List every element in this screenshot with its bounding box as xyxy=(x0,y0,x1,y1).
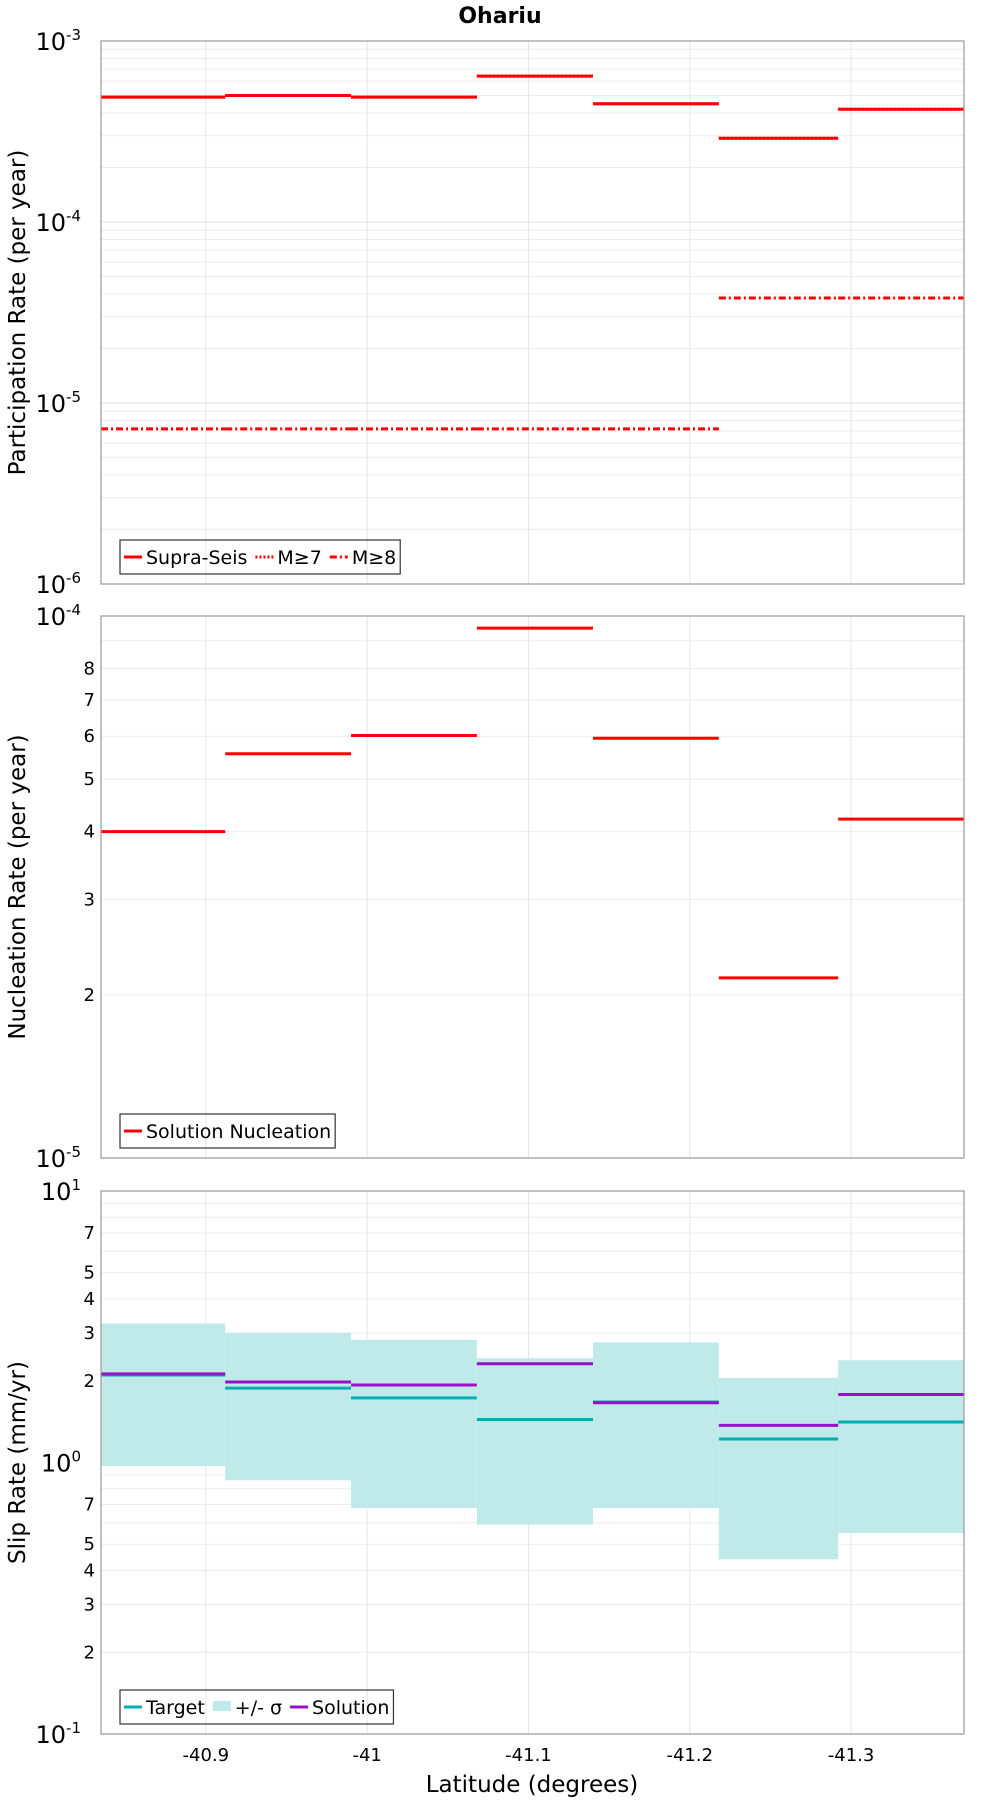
legend-item: Solution xyxy=(290,1697,389,1719)
sigma-band-segment xyxy=(476,1358,593,1525)
legend: Solution Nucleation xyxy=(119,1113,336,1149)
x-axis-title: Latitude (degrees) xyxy=(426,1772,639,1798)
y-minor-tick-label: 4 xyxy=(84,1561,95,1582)
legend-label: Target xyxy=(145,1697,205,1719)
plot-frame-3 xyxy=(100,1190,965,1735)
legend-item: +/- σ xyxy=(212,1697,282,1719)
y-tick-label: 100 xyxy=(41,1448,81,1478)
legend-swatch xyxy=(212,1701,231,1711)
x-tick-label: -41.2 xyxy=(666,1745,713,1766)
y-axis-title: Slip Rate (mm/yr) xyxy=(5,1361,31,1564)
legend: Supra-Seis M≥7 M≥8 xyxy=(119,539,401,575)
y-tick-label: 10-3 xyxy=(35,26,81,56)
y-tick-label-base: 10 xyxy=(35,390,66,418)
y-minor-tick-label: 4 xyxy=(84,822,95,843)
legend-item: Solution Nucleation xyxy=(124,1121,331,1143)
y-axis-title: Nucleation Rate (per year) xyxy=(5,734,31,1039)
y-minor-tick-label: 2 xyxy=(84,1371,95,1392)
legend-box xyxy=(119,1689,395,1725)
plot-frame-1 xyxy=(100,40,965,585)
y-minor-tick-label: 6 xyxy=(84,726,95,747)
y-minor-tick-label: 5 xyxy=(84,1534,95,1555)
x-tick-label: -41.1 xyxy=(505,1745,552,1766)
y-tick-label-exp: 0 xyxy=(71,1448,81,1466)
legend-item: M≥8 xyxy=(329,547,396,569)
y-tick-label-exp: -6 xyxy=(66,569,81,587)
x-tick-label: -40.9 xyxy=(183,1745,230,1766)
sigma-band-segment xyxy=(838,1360,964,1533)
legend: Target +/- σ Solution xyxy=(119,1689,395,1725)
legend-item: M≥7 xyxy=(255,547,322,569)
y-tick-label-base: 10 xyxy=(35,1145,66,1173)
y-minor-tick-label: 5 xyxy=(84,769,95,790)
y-tick-label: 10-6 xyxy=(35,569,81,599)
legend-box xyxy=(119,1113,336,1149)
plot-frame-2 xyxy=(100,615,965,1159)
legend-label: M≥8 xyxy=(352,547,396,569)
y-tick-label-exp: -3 xyxy=(66,26,81,44)
y-tick-label: 10-4 xyxy=(35,601,81,631)
legend-label: Solution xyxy=(312,1697,389,1719)
y-tick-label-exp: -5 xyxy=(66,388,81,406)
y-minor-tick-label: 5 xyxy=(84,1263,95,1284)
y-tick-label-base: 10 xyxy=(35,1721,66,1749)
y-tick-label-base: 10 xyxy=(41,1450,72,1478)
y-minor-tick-label: 2 xyxy=(84,1642,95,1663)
plot-area-2 xyxy=(101,616,964,1158)
y-tick-label-base: 10 xyxy=(35,209,66,237)
y-tick-label: 10-4 xyxy=(35,207,81,237)
y-minor-tick-label: 3 xyxy=(84,1323,95,1344)
y-tick-label-base: 10 xyxy=(35,603,66,631)
sigma-band-segment xyxy=(351,1339,477,1508)
legend-item: Supra-Seis xyxy=(124,547,247,569)
y-tick-label-base: 10 xyxy=(41,1178,72,1206)
x-tick-label: -41 xyxy=(352,1745,381,1766)
y-minor-tick-label: 8 xyxy=(84,659,95,680)
legend-box xyxy=(119,539,401,575)
sigma-band-segment xyxy=(718,1377,839,1560)
y-tick-label: 10-5 xyxy=(35,1143,81,1173)
y-tick-label-exp: -4 xyxy=(66,601,81,619)
y-tick-label-base: 10 xyxy=(35,28,66,56)
legend-item: Target xyxy=(124,1697,205,1719)
legend-label: Solution Nucleation xyxy=(146,1121,331,1143)
y-minor-tick-label: 7 xyxy=(84,1495,95,1516)
sigma-band-segment xyxy=(225,1332,352,1481)
y-tick-label: 101 xyxy=(41,1176,81,1206)
legend-label: M≥7 xyxy=(277,547,321,569)
sigma-band-segment xyxy=(592,1342,719,1508)
plot-area-1 xyxy=(101,41,964,584)
y-minor-tick-label: 3 xyxy=(84,889,95,910)
y-tick-label-exp: -5 xyxy=(66,1143,81,1161)
sigma-band-segment xyxy=(101,1323,226,1467)
y-minor-tick-label: 3 xyxy=(84,1594,95,1615)
y-tick-label-exp: -1 xyxy=(66,1719,81,1737)
y-tick-label-exp: -4 xyxy=(66,207,81,225)
y-axis-title: Participation Rate (per year) xyxy=(5,150,31,476)
x-tick-label: -41.3 xyxy=(828,1745,875,1766)
y-minor-tick-label: 7 xyxy=(84,690,95,711)
y-minor-tick-label: 7 xyxy=(84,1223,95,1244)
y-tick-label-exp: 1 xyxy=(71,1176,81,1194)
y-minor-tick-label: 4 xyxy=(84,1289,95,1310)
legend-label: +/- σ xyxy=(235,1697,282,1719)
y-tick-label-base: 10 xyxy=(35,571,66,599)
chart-title: Ohariu xyxy=(458,4,541,29)
y-tick-label: 10-5 xyxy=(35,388,81,418)
y-tick-label: 10-1 xyxy=(35,1719,81,1749)
legend-label: Supra-Seis xyxy=(146,547,247,569)
y-minor-tick-label: 2 xyxy=(84,985,95,1006)
